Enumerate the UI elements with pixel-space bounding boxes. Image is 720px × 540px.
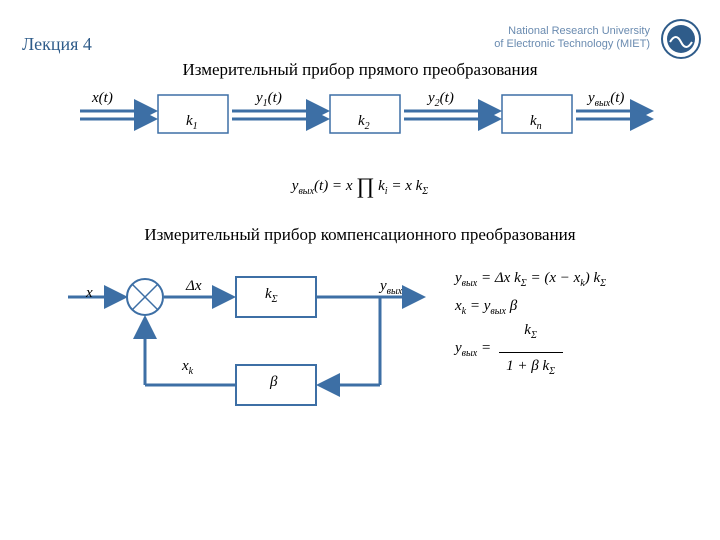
section2-title: Измерительный прибор компенсационного пр… [0,225,720,245]
section1-equation: yвых(t) = x ∏ ki = x kΣ [0,170,720,197]
box-ksigma-label: kΣ [265,286,278,305]
uni-line1: National Research University [508,25,650,37]
eq-line3: yвых = kΣ 1 + β kΣ [455,322,563,377]
box-kn-label: kn [530,113,542,132]
eq-line2: xk = yвых β [455,298,517,317]
lecture-label: Лекция 4 [22,34,92,55]
box-k1-label: k1 [186,113,198,132]
sig-y2: y2(t) [428,90,454,109]
university-caption: National Research University of Electron… [494,25,650,51]
sig-x2: x [86,285,93,302]
box-k2-label: k2 [358,113,370,132]
sig-xk: xk [182,358,193,377]
sig-dx: Δx [186,278,201,295]
sig-y1: y1(t) [256,90,282,109]
sig-x: x(t) [92,90,113,107]
miet-logo [660,18,702,65]
sig-yout: yвых(t) [588,90,624,109]
sig-yout2: yвых [380,278,402,297]
uni-line2: of Electronic Technology (MIET) [494,38,650,50]
eq-line1: yвых = Δx kΣ = (x − xk) kΣ [455,270,606,289]
section1-title: Измерительный прибор прямого преобразова… [0,60,720,80]
box-beta-label: β [270,374,277,391]
